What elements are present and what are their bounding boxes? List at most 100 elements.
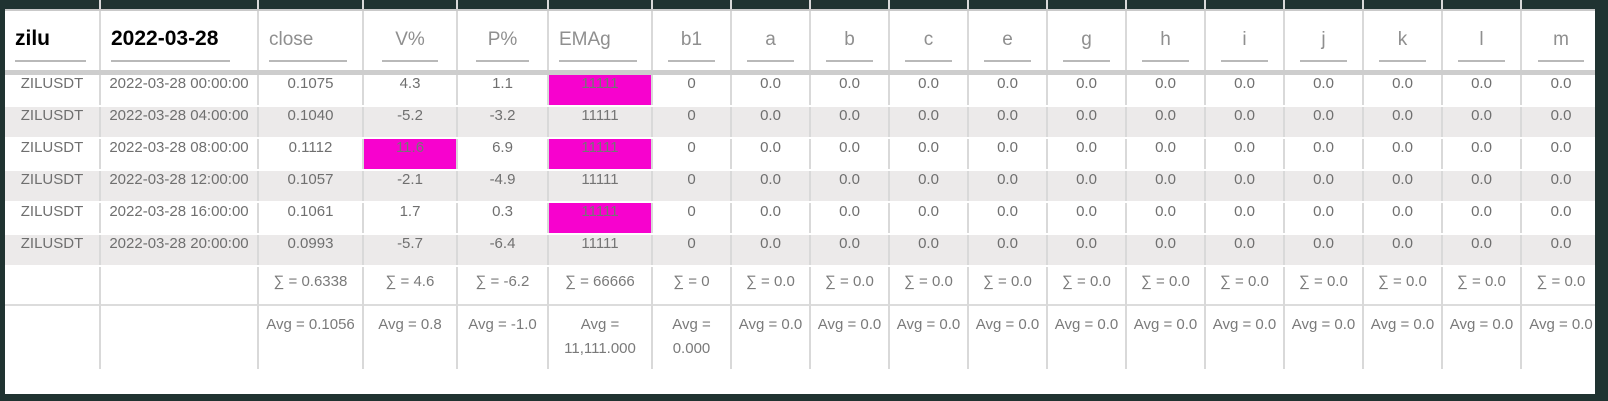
cell-symbol[interactable]: ZILUSDT [5,138,100,171]
cell-b1[interactable]: 0 [651,202,731,235]
cell-c[interactable]: 0.0 [888,170,968,203]
cell-i[interactable]: 0.0 [1204,72,1284,107]
cell-p_pct[interactable]: 0.3 [456,202,548,235]
cell-p_pct[interactable]: -6.4 [456,234,548,267]
cell-m[interactable]: 0.0 [1520,234,1595,267]
cell-k[interactable]: 0.0 [1362,106,1442,139]
cell-m[interactable]: 0.0 [1520,170,1595,203]
cell-time[interactable]: 2022-03-28 00:00:00 [99,72,258,107]
cell-g[interactable]: 0.0 [1046,138,1126,171]
cell-v_pct[interactable]: 11.6 [362,138,457,171]
cell-v_pct[interactable]: 4.3 [362,72,457,107]
cell-close[interactable]: 0.1075 [257,72,363,107]
cell-emag[interactable]: 11111 [547,202,652,235]
cell-i[interactable]: 0.0 [1204,138,1284,171]
cell-g[interactable]: 0.0 [1046,202,1126,235]
cell-a[interactable]: 0.0 [730,106,810,139]
cell-g[interactable]: 0.0 [1046,170,1126,203]
cell-g[interactable]: 0.0 [1046,72,1126,107]
cell-i[interactable]: 0.0 [1204,202,1284,235]
cell-m[interactable]: 0.0 [1520,138,1595,171]
cell-h[interactable]: 0.0 [1125,138,1205,171]
cell-l[interactable]: 0.0 [1441,138,1521,171]
cell-h[interactable]: 0.0 [1125,170,1205,203]
cell-close[interactable]: 0.1112 [257,138,363,171]
cell-k[interactable]: 0.0 [1362,72,1442,107]
cell-b[interactable]: 0.0 [809,170,889,203]
cell-b1[interactable]: 0 [651,234,731,267]
cell-emag[interactable]: 11111 [547,234,652,267]
cell-time[interactable]: 2022-03-28 20:00:00 [99,234,258,267]
cell-p_pct[interactable]: -4.9 [456,170,548,203]
cell-a[interactable]: 0.0 [730,170,810,203]
cell-a[interactable]: 0.0 [730,202,810,235]
cell-p_pct[interactable]: 1.1 [456,72,548,107]
cell-c[interactable]: 0.0 [888,234,968,267]
cell-m[interactable]: 0.0 [1520,72,1595,107]
cell-symbol[interactable]: ZILUSDT [5,234,100,267]
cell-symbol[interactable]: ZILUSDT [5,106,100,139]
cell-emag[interactable]: 11111 [547,106,652,139]
cell-l[interactable]: 0.0 [1441,202,1521,235]
cell-a[interactable]: 0.0 [730,138,810,171]
cell-time[interactable]: 2022-03-28 08:00:00 [99,138,258,171]
cell-c[interactable]: 0.0 [888,202,968,235]
cell-l[interactable]: 0.0 [1441,234,1521,267]
cell-j[interactable]: 0.0 [1283,138,1363,171]
cell-g[interactable]: 0.0 [1046,106,1126,139]
cell-symbol[interactable]: ZILUSDT [5,202,100,235]
cell-b1[interactable]: 0 [651,72,731,107]
cell-b[interactable]: 0.0 [809,138,889,171]
cell-i[interactable]: 0.0 [1204,106,1284,139]
cell-h[interactable]: 0.0 [1125,202,1205,235]
cell-e[interactable]: 0.0 [967,234,1047,267]
cell-j[interactable]: 0.0 [1283,106,1363,139]
cell-k[interactable]: 0.0 [1362,234,1442,267]
cell-a[interactable]: 0.0 [730,234,810,267]
cell-j[interactable]: 0.0 [1283,202,1363,235]
cell-b1[interactable]: 0 [651,138,731,171]
cell-close[interactable]: 0.1040 [257,106,363,139]
cell-time[interactable]: 2022-03-28 12:00:00 [99,170,258,203]
cell-emag[interactable]: 11111 [547,72,652,107]
cell-e[interactable]: 0.0 [967,170,1047,203]
cell-h[interactable]: 0.0 [1125,72,1205,107]
cell-j[interactable]: 0.0 [1283,72,1363,107]
cell-l[interactable]: 0.0 [1441,72,1521,107]
cell-k[interactable]: 0.0 [1362,138,1442,171]
cell-l[interactable]: 0.0 [1441,170,1521,203]
cell-close[interactable]: 0.1057 [257,170,363,203]
cell-time[interactable]: 2022-03-28 16:00:00 [99,202,258,235]
cell-c[interactable]: 0.0 [888,138,968,171]
cell-c[interactable]: 0.0 [888,72,968,107]
cell-l[interactable]: 0.0 [1441,106,1521,139]
cell-c[interactable]: 0.0 [888,106,968,139]
cell-v_pct[interactable]: -5.7 [362,234,457,267]
cell-k[interactable]: 0.0 [1362,202,1442,235]
cell-emag[interactable]: 11111 [547,170,652,203]
cell-m[interactable]: 0.0 [1520,202,1595,235]
cell-b1[interactable]: 0 [651,106,731,139]
cell-b[interactable]: 0.0 [809,234,889,267]
cell-b[interactable]: 0.0 [809,72,889,107]
cell-b[interactable]: 0.0 [809,106,889,139]
cell-j[interactable]: 0.0 [1283,234,1363,267]
cell-p_pct[interactable]: 6.9 [456,138,548,171]
cell-close[interactable]: 0.0993 [257,234,363,267]
cell-b1[interactable]: 0 [651,170,731,203]
cell-e[interactable]: 0.0 [967,72,1047,107]
cell-g[interactable]: 0.0 [1046,234,1126,267]
cell-v_pct[interactable]: -5.2 [362,106,457,139]
cell-close[interactable]: 0.1061 [257,202,363,235]
cell-v_pct[interactable]: -2.1 [362,170,457,203]
cell-time[interactable]: 2022-03-28 04:00:00 [99,106,258,139]
cell-e[interactable]: 0.0 [967,138,1047,171]
cell-a[interactable]: 0.0 [730,72,810,107]
cell-e[interactable]: 0.0 [967,106,1047,139]
cell-v_pct[interactable]: 1.7 [362,202,457,235]
cell-m[interactable]: 0.0 [1520,106,1595,139]
cell-p_pct[interactable]: -3.2 [456,106,548,139]
cell-k[interactable]: 0.0 [1362,170,1442,203]
cell-symbol[interactable]: ZILUSDT [5,170,100,203]
cell-i[interactable]: 0.0 [1204,234,1284,267]
